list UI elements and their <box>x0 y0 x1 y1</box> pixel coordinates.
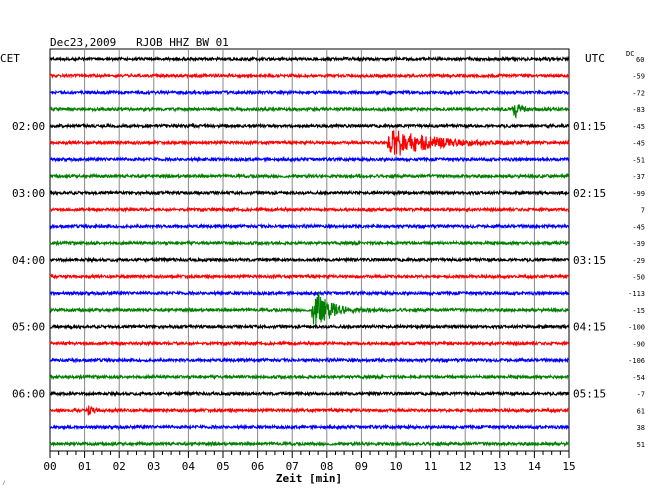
x-tick-label-02: 02 <box>113 460 126 473</box>
trace-3 <box>49 104 570 120</box>
trace-1 <box>49 72 570 80</box>
trace-17 <box>49 339 570 347</box>
left-timezone-label: CET <box>0 52 20 65</box>
dc-offset-19: -54 <box>632 374 645 382</box>
dc-header-label: DC <box>626 50 634 58</box>
dc-offset-8: -99 <box>632 190 645 198</box>
dc-offset-13: -50 <box>632 273 645 281</box>
trace-8 <box>49 189 570 197</box>
dc-offset-4: -45 <box>632 123 645 131</box>
trace-10 <box>49 222 570 230</box>
x-tick-label-12: 12 <box>459 460 472 473</box>
trace-14 <box>49 289 570 297</box>
seismic-traces <box>49 55 570 448</box>
right-hour-label-4: 05:15 <box>573 388 606 401</box>
right-timezone-label: UTC <box>585 52 605 65</box>
dc-header-value: 60 <box>636 56 644 64</box>
trace-7 <box>49 172 570 180</box>
left-hour-label-4: 06:00 <box>12 388 45 401</box>
x-tick-label-08: 08 <box>320 460 333 473</box>
left-hour-label-2: 04:00 <box>12 254 45 267</box>
left-hour-label-0: 02:00 <box>12 120 45 133</box>
x-tick-label-01: 01 <box>78 460 91 473</box>
x-tick-label-14: 14 <box>528 460 542 473</box>
right-hour-label-0: 01:15 <box>573 120 606 133</box>
dc-offset-1: -59 <box>632 73 645 81</box>
dc-offset-16: -100 <box>628 324 645 332</box>
x-tick-label-06: 06 <box>251 460 264 473</box>
right-hour-label-1: 02:15 <box>573 187 606 200</box>
trace-16 <box>49 323 570 331</box>
chart-title: Dec23,2009 RJOB HHZ BW 01 <box>50 36 229 49</box>
dc-offset-12: -29 <box>632 257 645 265</box>
dc-offset-5: -45 <box>632 140 645 148</box>
x-tick-label-15: 15 <box>562 460 575 473</box>
trace-12 <box>49 256 570 264</box>
trace-19 <box>49 373 570 381</box>
trace-5 <box>49 129 570 156</box>
dc-offset-20: -7 <box>637 391 645 399</box>
dc-offset-15: -15 <box>632 307 645 315</box>
x-tick-label-10: 10 <box>389 460 402 473</box>
x-tick-label-00: 00 <box>43 460 56 473</box>
trace-15 <box>49 291 570 325</box>
trace-9 <box>49 206 570 214</box>
left-hour-label-3: 05:00 <box>12 321 45 334</box>
right-hour-label-2: 03:15 <box>573 254 606 267</box>
x-tick-label-07: 07 <box>286 460 299 473</box>
trace-21 <box>49 405 570 416</box>
dc-offset-21: 61 <box>637 407 645 415</box>
trace-11 <box>49 239 570 247</box>
dc-offset-17: -90 <box>632 340 645 348</box>
dc-offset-18: -106 <box>628 357 645 365</box>
trace-23 <box>49 440 570 448</box>
x-tick-label-13: 13 <box>493 460 506 473</box>
dc-offset-3: -83 <box>632 106 645 114</box>
corner-mark: ⁄ <box>2 480 6 487</box>
dc-offset-9: 7 <box>641 207 645 215</box>
x-axis-label: Zeit [min] <box>276 472 342 485</box>
trace-22 <box>49 423 570 431</box>
minute-grid <box>84 49 535 451</box>
right-hour-label-3: 04:15 <box>573 321 606 334</box>
dc-offset-10: -45 <box>632 223 645 231</box>
dc-offset-11: -39 <box>632 240 645 248</box>
trace-20 <box>49 390 570 398</box>
dc-offset-23: 51 <box>637 441 645 449</box>
dc-offset-6: -51 <box>632 156 645 164</box>
trace-13 <box>49 273 570 281</box>
trace-4 <box>49 122 570 130</box>
dc-offset-22: 38 <box>637 424 645 432</box>
x-axis: 00 01 02 03 04 05 06 07 08 09 10 11 12 13 14 15 <box>43 451 576 473</box>
x-tick-label-05: 05 <box>216 460 229 473</box>
x-tick-label-03: 03 <box>147 460 160 473</box>
x-tick-label-04: 04 <box>182 460 196 473</box>
dc-offset-14: -113 <box>628 290 645 298</box>
x-tick-label-09: 09 <box>355 460 368 473</box>
trace-0 <box>49 55 570 63</box>
left-hour-label-1: 03:00 <box>12 187 45 200</box>
x-tick-label-11: 11 <box>424 460 437 473</box>
dc-offset-7: -37 <box>632 173 645 181</box>
trace-2 <box>49 89 570 96</box>
trace-6 <box>49 155 570 163</box>
trace-18 <box>49 356 570 364</box>
row-labels: 02:00 03:00 04:00 05:00 06:00 01:15 02:15 03:15… <box>12 73 645 449</box>
dc-offset-2: -72 <box>632 89 645 97</box>
